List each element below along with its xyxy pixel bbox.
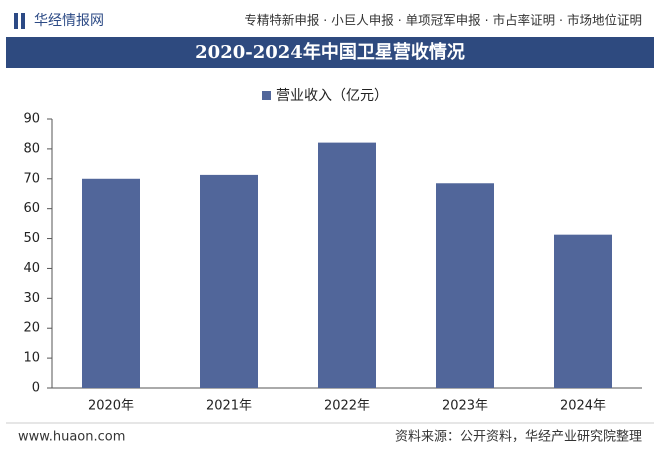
y-tick-label: 70 [23,171,40,186]
y-tick-label: 10 [23,351,40,366]
x-tick-label: 2022年 [324,399,370,414]
footer-site: www.huaon.com [18,430,125,445]
bar [436,183,494,388]
services: 专精特新申报 · 小巨人申报 · 单项冠军申报 · 市占率证明 · 市场地位证明 [244,13,642,28]
logo-mark [21,13,25,29]
bar [200,174,258,388]
y-tick-label: 30 [23,291,40,306]
brand: 华经情报网 [34,13,104,29]
y-tick-label: 80 [23,141,40,156]
bar [318,142,376,388]
y-tick-label: 90 [23,112,40,127]
chart-title: 2020-2024年中国卫星营收情况 [195,41,465,63]
x-tick-label: 2024年 [560,399,606,414]
y-tick-label: 20 [23,321,40,336]
footer-source: 资料来源：公开资料，华经产业研究院整理 [395,430,642,445]
bar [554,234,612,388]
logo-mark [14,13,18,29]
title-band [6,37,654,68]
x-tick-label: 2023年 [442,399,488,414]
y-tick-label: 0 [32,381,40,396]
x-tick-label: 2021年 [206,399,252,414]
legend-label: 营业收入（亿元） [276,88,388,104]
bar [82,178,140,388]
y-tick-label: 50 [23,231,40,246]
legend-swatch [262,91,271,100]
y-tick-label: 40 [23,261,40,276]
y-tick-label: 60 [23,201,40,216]
x-tick-label: 2020年 [88,399,134,414]
